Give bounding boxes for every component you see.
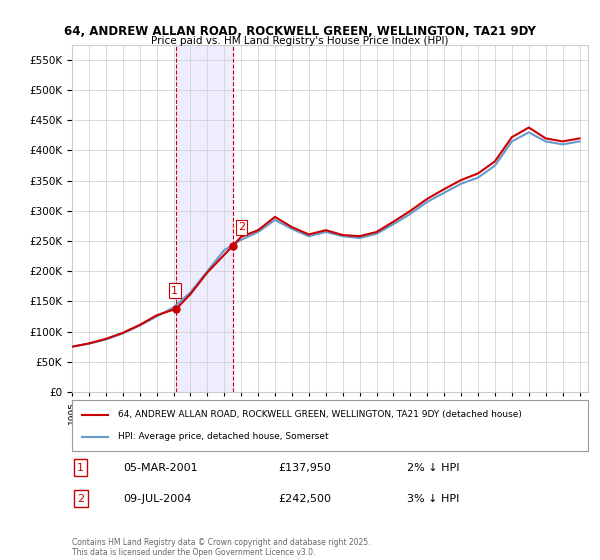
- Text: HPI: Average price, detached house, Somerset: HPI: Average price, detached house, Some…: [118, 432, 329, 441]
- Text: 64, ANDREW ALLAN ROAD, ROCKWELL GREEN, WELLINGTON, TA21 9DY: 64, ANDREW ALLAN ROAD, ROCKWELL GREEN, W…: [64, 25, 536, 38]
- Text: £137,950: £137,950: [278, 463, 331, 473]
- Text: 1: 1: [172, 286, 178, 296]
- Text: 64, ANDREW ALLAN ROAD, ROCKWELL GREEN, WELLINGTON, TA21 9DY (detached house): 64, ANDREW ALLAN ROAD, ROCKWELL GREEN, W…: [118, 410, 523, 419]
- Bar: [176, 45, 233, 392]
- Text: Contains HM Land Registry data © Crown copyright and database right 2025.
This d: Contains HM Land Registry data © Crown c…: [72, 538, 371, 557]
- Text: 1: 1: [77, 463, 84, 473]
- Text: 2% ↓ HPI: 2% ↓ HPI: [407, 463, 460, 473]
- Text: 09-JUL-2004: 09-JUL-2004: [124, 494, 192, 503]
- Text: £242,500: £242,500: [278, 494, 331, 503]
- Text: 3% ↓ HPI: 3% ↓ HPI: [407, 494, 460, 503]
- Text: 2: 2: [77, 494, 84, 503]
- Text: 05-MAR-2001: 05-MAR-2001: [124, 463, 198, 473]
- Text: 2: 2: [238, 222, 245, 232]
- Text: Price paid vs. HM Land Registry's House Price Index (HPI): Price paid vs. HM Land Registry's House …: [151, 36, 449, 46]
